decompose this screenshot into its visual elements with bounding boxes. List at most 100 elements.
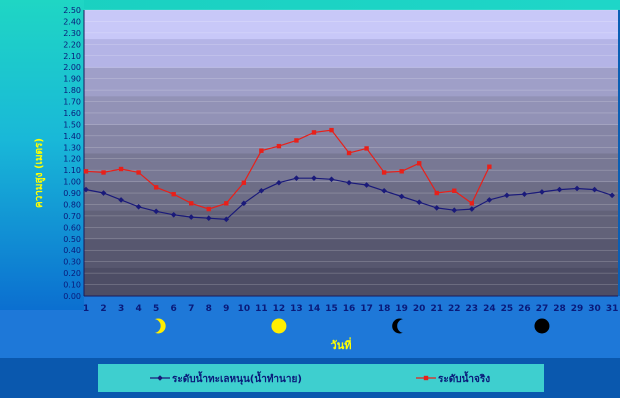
x-tick-label: 21 [430,304,443,314]
data-point [346,150,352,156]
y-tick-label: 0.70 [63,212,81,221]
y-tick-label: 1.70 [63,98,81,107]
data-point [118,197,124,203]
x-tick-label: 19 [395,304,408,314]
data-point [223,216,230,223]
legend-item-2: ระดับน้ำจริง [416,371,490,385]
data-point [469,201,475,206]
legend-label: ระดับน้ำจริง [438,371,490,385]
data-point [417,161,422,166]
data-point [539,189,545,195]
data-point [574,185,580,192]
x-tick-label: 14 [308,304,321,314]
data-point [83,186,89,193]
data-point [101,170,106,175]
legend: ระดับน้ำทะเลหนุน(น้ำทำนาย) ระดับน้ำจริง [98,364,544,392]
data-point [591,186,598,193]
y-tick-label: 0.20 [63,269,81,278]
x-tick-label: 20 [413,304,426,314]
data-point [241,180,247,185]
data-point [452,188,457,193]
y-axis-label: ความสูง (เมตร) [34,138,46,208]
data-point [171,191,176,197]
data-point [521,191,528,197]
x-tick-label: 28 [553,304,566,314]
data-point [504,192,510,199]
data-point [398,193,405,200]
y-tick-label: 1.60 [63,109,81,118]
y-tick-label: 0.30 [63,258,81,267]
series-1 [83,175,615,223]
x-tick-label: 25 [501,304,514,314]
data-point [100,190,107,196]
data-point [556,186,563,193]
x-tick-label: 7 [188,304,194,314]
data-point [311,175,317,181]
legend-item-1: ระดับน้ำทะเลหนุน(น้ำทำนาย) [150,371,302,385]
data-point [188,214,195,220]
x-tick-label: 31 [606,304,619,314]
x-tick-label: 4 [135,304,141,314]
data-point [416,199,423,205]
y-tick-label: 2.10 [63,52,81,61]
y-tick-label: 2.00 [63,63,81,72]
data-point [205,215,212,222]
data-point [434,190,439,196]
x-tick-label: 18 [378,304,391,314]
x-tick-label: 30 [588,304,601,314]
y-tick-label: 1.50 [63,120,81,129]
data-point [118,166,124,172]
y-tick-label: 0.60 [63,223,81,232]
data-point [381,170,387,175]
x-tick-label: 17 [360,304,373,314]
x-tick-label: 13 [290,304,303,314]
y-tick-label: 0.10 [63,281,81,290]
y-tick-label: 2.20 [63,40,81,49]
y-tick-label: 1.10 [63,166,81,175]
waning-crescent-moon-icon [392,318,412,334]
y-tick-label: 1.00 [63,178,81,187]
y-tick-label: 0.50 [63,235,81,244]
y-tick-label: 2.30 [63,29,81,38]
data-point [469,206,475,212]
x-tick-label: 23 [466,304,479,314]
data-point [433,205,440,211]
legend-label: ระดับน้ำทะเลหนุน(น้ำทำนาย) [172,371,302,385]
x-tick-label: 5 [153,304,159,314]
data-point [258,187,265,194]
legend-marker [157,375,163,381]
data-point [364,146,369,151]
data-point [276,143,282,149]
y-tick-label: 2.40 [63,17,81,26]
data-point [259,148,264,153]
legend-marker [423,375,429,381]
waxing-crescent-moon-icon [146,318,166,334]
y-tick-label: 1.20 [63,155,81,164]
data-point [206,206,211,212]
data-point [83,169,89,174]
data-point [153,208,159,215]
data-point [399,169,404,174]
data-point [381,187,387,194]
y-tick-label: 2.50 [63,6,81,15]
x-tick-label: 22 [448,304,461,314]
data-point [451,207,458,213]
full-moon-icon [271,318,287,334]
series-line [85,129,490,210]
data-point [293,175,300,181]
y-tick-label: 1.90 [63,75,81,84]
data-point [486,197,493,203]
y-tick-label: 1.80 [63,86,81,95]
x-tick-label: 12 [273,304,286,314]
data-point [363,182,370,188]
x-tick-label: 6 [171,304,177,314]
data-point [136,170,141,175]
y-tick-label: 1.30 [63,143,81,152]
x-tick-label: 3 [118,304,124,314]
data-point [487,164,492,169]
x-tick-label: 29 [571,304,584,314]
new-moon-icon [534,318,550,334]
x-tick-label: 27 [536,304,549,314]
